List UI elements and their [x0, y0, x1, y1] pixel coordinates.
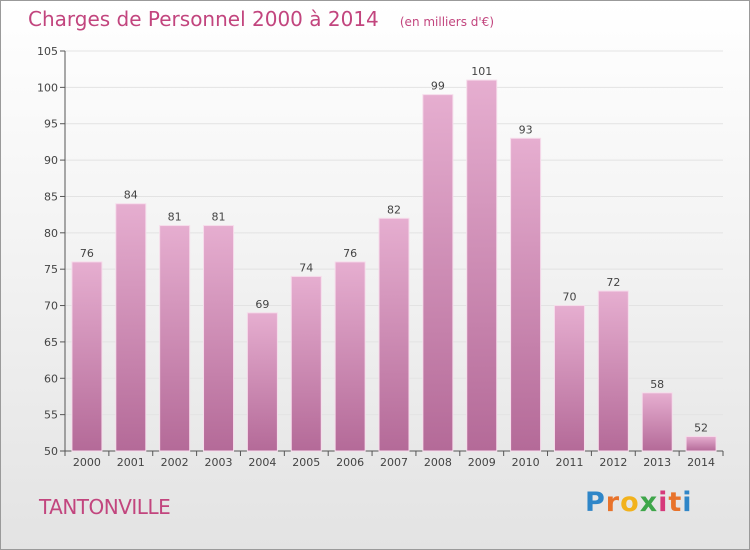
bar-2009 — [466, 79, 498, 452]
logo-letter: x — [639, 487, 659, 518]
data-label: 99 — [431, 80, 445, 93]
proxiti-logo: Proxiti — [585, 487, 693, 518]
data-label: 72 — [606, 276, 620, 289]
bar-2000 — [71, 261, 103, 452]
logo-letter: i — [658, 487, 669, 518]
x-tick-label: 2005 — [292, 456, 320, 469]
data-label: 82 — [387, 203, 401, 216]
y-tick-label: 95 — [44, 118, 58, 131]
logo-letter: r — [605, 487, 621, 518]
labels: 50 55 60 65 70 75 80 85 90 95 100 105 76 2000 84 2001 81… — [37, 45, 715, 469]
bar-2005 — [290, 275, 322, 452]
logo-letter: i — [682, 487, 693, 518]
y-tick-label: 90 — [44, 154, 58, 167]
data-label: 52 — [694, 421, 708, 434]
bar-2008 — [422, 94, 454, 452]
x-tick-label: 2010 — [512, 456, 540, 469]
data-label: 101 — [471, 65, 492, 78]
y-tick-label: 105 — [37, 45, 58, 58]
x-tick-label: 2001 — [117, 456, 145, 469]
data-label: 81 — [212, 211, 226, 224]
x-tick-label: 2011 — [555, 456, 583, 469]
y-tick-label: 55 — [44, 409, 58, 422]
y-tick-label: 50 — [44, 445, 58, 458]
bars — [71, 79, 717, 452]
data-label: 76 — [80, 247, 94, 260]
data-label: 84 — [124, 189, 138, 202]
x-tick-label: 2003 — [205, 456, 233, 469]
bar-2013 — [641, 392, 673, 452]
bar-2012 — [597, 290, 629, 452]
y-tick-label: 75 — [44, 263, 58, 276]
x-tick-label: 2004 — [248, 456, 276, 469]
chart-title: Charges de Personnel 2000 à 2014 — [28, 7, 379, 31]
y-tick-label: 100 — [37, 81, 58, 94]
chart-title-block: Charges de Personnel 2000 à 2014 (en mil… — [28, 7, 494, 31]
y-tick-label: 85 — [44, 190, 58, 203]
data-label: 81 — [168, 211, 182, 224]
data-label: 69 — [255, 298, 269, 311]
y-tick-label: 65 — [44, 336, 58, 349]
bar-2004 — [246, 312, 278, 452]
logo-letter: o — [620, 487, 640, 518]
bar-2002 — [159, 225, 191, 452]
data-label: 70 — [562, 291, 576, 304]
chart-unit: (en milliers d'€) — [399, 15, 494, 29]
bar-2011 — [553, 305, 585, 452]
data-label: 93 — [519, 123, 533, 136]
y-tick-label: 60 — [44, 372, 58, 385]
x-tick-label: 2012 — [599, 456, 627, 469]
logo-letter: P — [585, 487, 606, 518]
bar-2010 — [510, 137, 542, 452]
logo-letter: t — [668, 487, 683, 518]
x-tick-label: 2014 — [687, 456, 715, 469]
bar-2014 — [685, 435, 717, 452]
data-label: 74 — [299, 261, 313, 274]
x-tick-label: 2008 — [424, 456, 452, 469]
y-tick-label: 80 — [44, 227, 58, 240]
data-label: 76 — [343, 247, 357, 260]
bar-2007 — [378, 217, 410, 452]
data-label: 58 — [650, 378, 664, 391]
x-tick-label: 2002 — [161, 456, 189, 469]
bar-2006 — [334, 261, 366, 452]
bar-2003 — [203, 225, 235, 452]
x-tick-label: 2007 — [380, 456, 408, 469]
x-tick-label: 2000 — [73, 456, 101, 469]
x-tick-label: 2013 — [643, 456, 671, 469]
x-tick-label: 2009 — [468, 456, 496, 469]
bar-2001 — [115, 203, 147, 452]
town-name: TANTONVILLE — [39, 495, 171, 519]
y-tick-label: 70 — [44, 300, 58, 313]
x-tick-label: 2006 — [336, 456, 364, 469]
